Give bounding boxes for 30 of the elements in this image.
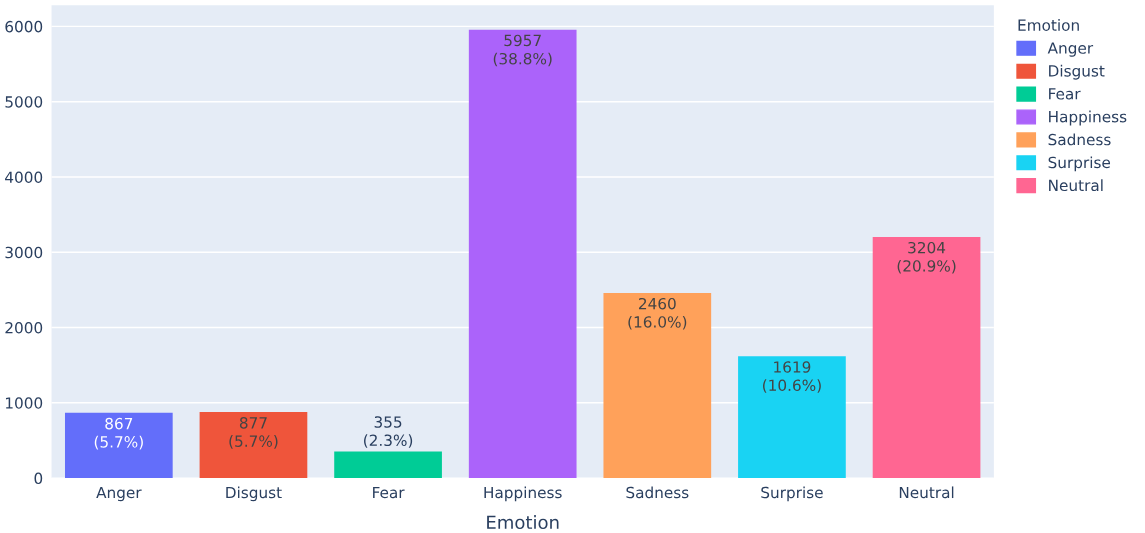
data-label: 2460 (16.0%) [628,297,687,330]
y-tick-label: 0 [34,472,43,485]
x-tick-label: Neutral [899,486,954,499]
y-tick-label: 6000 [5,20,43,33]
legend-title: Emotion [1018,19,1079,31]
legend-label: Surprise [1048,156,1111,172]
data-label: 1619 (10.6%) [763,361,821,393]
x-axis-title: Emotion [487,515,559,530]
data-label: 867 (5.7%) [94,417,143,450]
legend-label: Anger [1047,42,1094,57]
data-label: 5957 (38.8%) [493,34,552,67]
y-tick-label: 1000 [5,397,43,409]
x-tick-label: Surprise [761,486,823,502]
legend-label: Neutral [1049,179,1103,192]
x-tick-label: Anger [96,486,142,502]
y-tick-label: 4000 [5,171,43,183]
y-tick-label: 2000 [5,322,43,334]
legend-label: Happiness [1049,110,1127,126]
data-label: 3204 (20.9%) [897,241,956,274]
legend-label: Disgust [1049,64,1105,80]
x-tick-label: Disgust [226,486,282,502]
x-tick-label: Fear [373,486,405,499]
legend-label: Fear [1049,88,1081,100]
y-tick-label: 5000 [5,96,43,108]
data-label: 355 (2.3%) [364,416,413,448]
x-tick-label: Sadness [626,486,689,499]
legend-label: Sadness [1048,133,1111,146]
y-tick-label: 3000 [5,246,43,259]
x-tick-label: Happiness [484,486,562,502]
data-label: 877 (5.7%) [229,417,278,449]
